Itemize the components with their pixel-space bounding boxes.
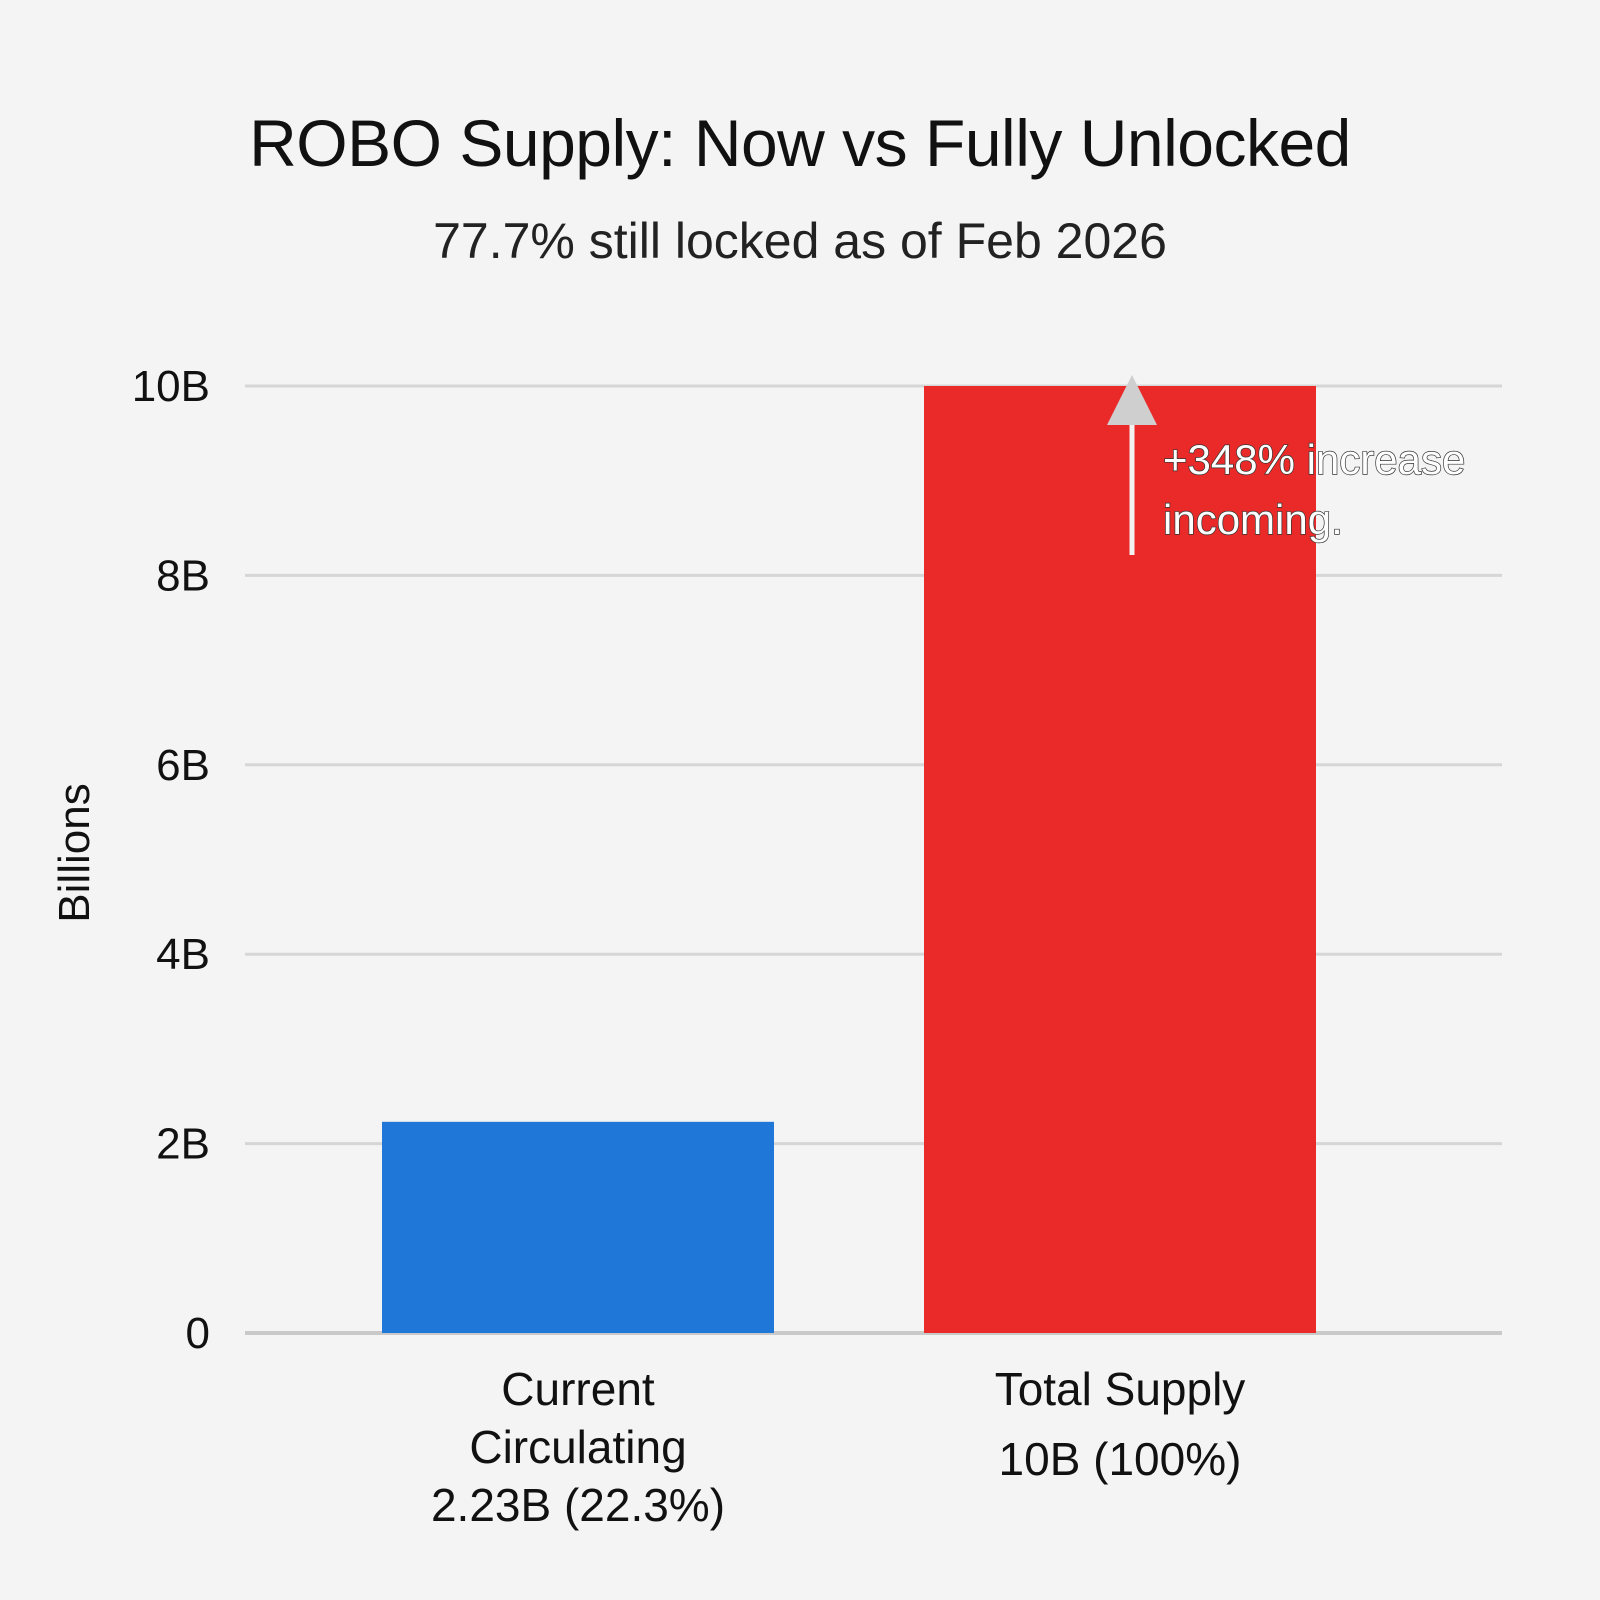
y-tick-label: 0 [186, 1309, 210, 1358]
y-tick-label: 10B [132, 362, 210, 411]
annotation-text: +348% increase [1163, 436, 1465, 483]
y-tick-label: 6B [156, 741, 210, 790]
value-label: 2.23B (22.3%) [431, 1479, 725, 1531]
chart-subtitle: 77.7% still locked as of Feb 2026 [433, 213, 1167, 269]
y-tick-label: 8B [156, 551, 210, 600]
y-tick-label: 2B [156, 1120, 210, 1169]
bar-total-supply [924, 386, 1316, 1333]
annotation-text: incoming. [1163, 496, 1343, 543]
category-label: Circulating [469, 1421, 686, 1473]
category-label: Current [501, 1363, 655, 1415]
value-label: 10B (100%) [999, 1433, 1242, 1485]
y-tick-label: 4B [156, 930, 210, 979]
bar-current-circulating [382, 1121, 774, 1333]
category-label: Total Supply [995, 1363, 1246, 1415]
chart-title: ROBO Supply: Now vs Fully Unlocked [249, 106, 1351, 180]
